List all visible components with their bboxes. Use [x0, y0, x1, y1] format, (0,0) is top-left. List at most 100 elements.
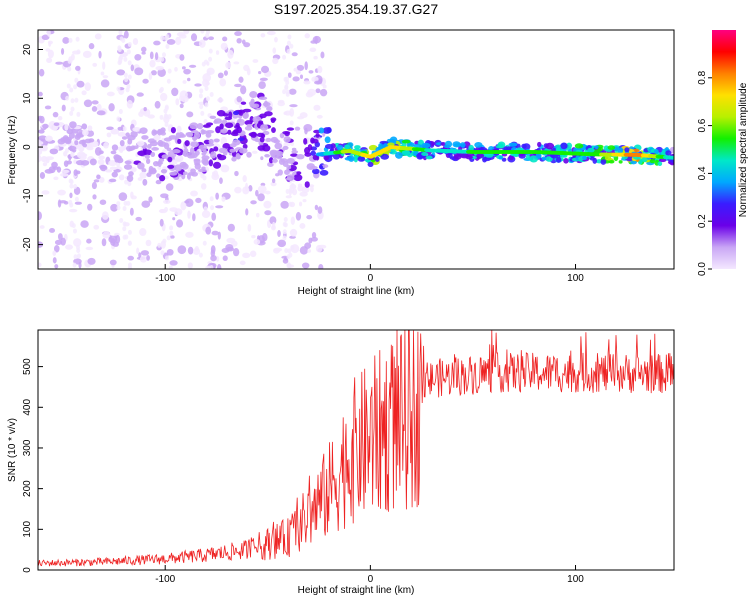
- heatmap-cell: [99, 199, 107, 205]
- heatmap-cell: [206, 70, 211, 76]
- heatmap-cell: [128, 171, 134, 177]
- heatmap-cell: [126, 200, 131, 206]
- heatmap-cell: [287, 34, 292, 40]
- heatmap-cell: [298, 201, 303, 207]
- heatmap-cell: [246, 151, 252, 158]
- heatmap-cell: [169, 260, 178, 266]
- heatmap-cell: [53, 176, 59, 181]
- heatmap-cell: [74, 201, 82, 205]
- heatmap-cell: [274, 142, 283, 150]
- heatmap-cell: [202, 240, 207, 246]
- heatmap-marks: [38, 30, 674, 269]
- heatmap-cell: [344, 144, 350, 150]
- heatmap-cell: [160, 127, 166, 134]
- heatmap-cell: [448, 152, 453, 159]
- heatmap-cell: [237, 118, 242, 123]
- heatmap-cell: [117, 132, 127, 137]
- heatmap-cell: [465, 155, 473, 160]
- heatmap-cell: [282, 54, 287, 60]
- heatmap-cell: [60, 47, 65, 55]
- heatmap-cell: [212, 161, 222, 169]
- heatmap-cell: [324, 144, 334, 149]
- heatmap-cell: [250, 200, 257, 205]
- heatmap-cell: [75, 36, 80, 42]
- heatmap-cell: [204, 86, 209, 92]
- heatmap-cell: [263, 200, 272, 209]
- heatmap-cell: [249, 115, 254, 123]
- heatmap-cell: [311, 231, 317, 239]
- heatmap-cell: [101, 238, 107, 247]
- colorbar-label: Normalized spectral amplitude: [738, 82, 749, 217]
- heatmap-cell: [217, 154, 227, 161]
- heatmap-cell: [205, 81, 210, 86]
- heatmap-cell: [98, 50, 102, 59]
- x-tick-label: 100: [567, 273, 584, 284]
- heatmap-cell: [319, 88, 328, 97]
- heatmap-cell: [249, 250, 257, 258]
- heatmap-cell: [498, 155, 503, 160]
- heatmap-cell: [53, 122, 60, 127]
- heatmap-cell: [38, 141, 44, 145]
- heatmap-cell: [315, 88, 321, 94]
- heatmap-cell: [215, 50, 220, 55]
- heatmap-cell: [279, 132, 285, 139]
- heatmap-cell: [209, 151, 217, 159]
- heatmap-cell: [154, 100, 161, 109]
- heatmap-cell: [114, 154, 122, 162]
- heatmap-cell: [139, 228, 147, 237]
- heatmap-cell: [119, 36, 124, 42]
- heatmap-cell: [287, 72, 292, 78]
- heatmap-cell: [323, 155, 330, 161]
- heatmap-cell: [148, 196, 153, 203]
- heatmap-cell: [169, 225, 174, 231]
- heatmap-cell: [127, 41, 132, 47]
- heatmap-cell: [297, 185, 304, 192]
- heatmap-cell: [270, 117, 277, 122]
- heatmap-cell: [60, 172, 69, 177]
- heatmap-cell: [111, 144, 119, 151]
- heatmap-cell: [39, 225, 45, 229]
- heatmap-cell: [93, 179, 100, 183]
- heatmap-cell: [52, 257, 57, 264]
- heatmap-cell: [127, 181, 132, 187]
- heatmap-cell: [167, 68, 172, 74]
- heatmap-cell: [119, 217, 124, 223]
- heatmap-cell: [99, 150, 104, 155]
- heatmap-cell: [249, 91, 258, 98]
- heatmap-cell: [96, 103, 102, 111]
- heatmap-cell: [452, 141, 461, 148]
- x-tick-label: -100: [155, 574, 175, 585]
- heatmap-cell: [313, 104, 321, 111]
- snr-plot-area: [38, 330, 674, 570]
- heatmap-cell: [200, 30, 205, 34]
- heatmap-cell: [222, 255, 228, 262]
- heatmap-cell: [69, 183, 74, 189]
- heatmap-cell: [141, 46, 147, 53]
- heatmap-cell: [126, 99, 133, 109]
- heatmap-cell: [182, 171, 188, 176]
- heatmap-cell: [106, 91, 115, 97]
- heatmap-cell: [658, 158, 667, 163]
- heatmap-cell: [266, 30, 276, 36]
- heatmap-cell: [192, 136, 197, 142]
- heatmap-cell: [117, 60, 122, 66]
- heatmap-cell: [218, 147, 228, 154]
- heatmap-cell: [229, 148, 236, 153]
- heatmap-cell: [228, 111, 233, 119]
- heatmap-cell: [186, 111, 194, 118]
- heatmap-cell: [38, 154, 42, 163]
- heatmap-cell: [232, 247, 240, 257]
- heatmap-cell: [69, 87, 74, 93]
- heatmap-cell: [160, 250, 165, 256]
- heatmap-cell: [170, 126, 176, 134]
- heatmap-cell: [54, 264, 59, 269]
- heatmap-cell: [121, 136, 128, 140]
- heatmap-cell: [71, 223, 76, 229]
- heatmap-cell: [167, 164, 175, 169]
- heatmap-cell: [288, 252, 293, 258]
- heatmap-cell: [247, 223, 252, 232]
- heatmap-cell: [219, 177, 223, 185]
- heatmap-cell: [453, 154, 462, 160]
- heatmap-cell: [49, 227, 56, 233]
- heatmap-cell: [138, 252, 142, 259]
